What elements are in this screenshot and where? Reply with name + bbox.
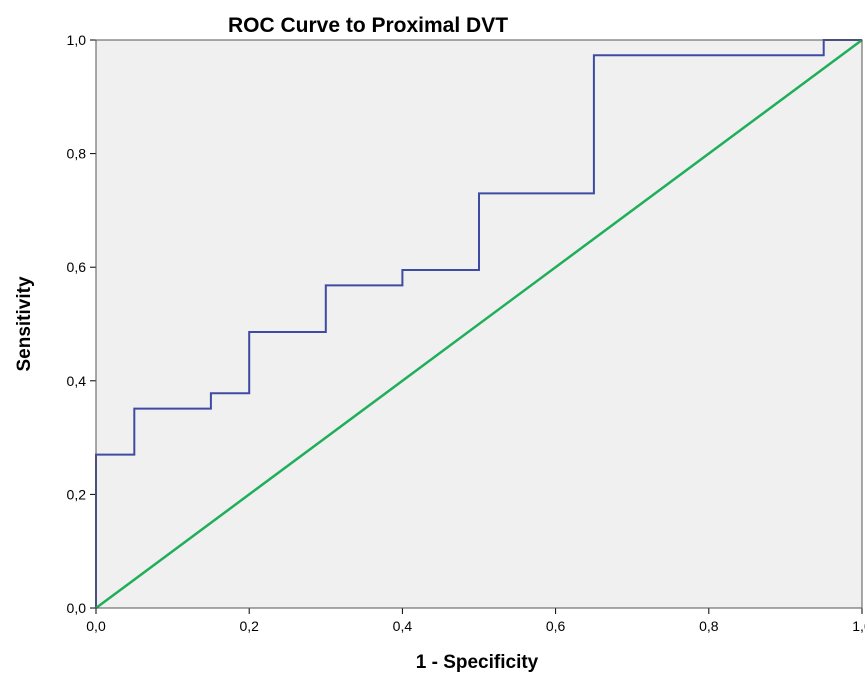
y-tick-label: 1,0 — [67, 32, 87, 48]
x-tick-label: 0,4 — [393, 618, 413, 634]
reference-diagonal-line — [95, 38, 863, 610]
chart-title: ROC Curve to Proximal DVT — [228, 14, 508, 37]
x-tick-label: 0,6 — [546, 618, 566, 634]
y-tick-label: 0,2 — [67, 486, 87, 502]
axis-ticks: 0,0 0,2 0,4 0,6 0,8 1,0 0,0 0,2 0,4 0,6 0,8 1,0 — [67, 32, 865, 634]
y-tick-label: 0,8 — [67, 146, 87, 162]
roc-curve-line — [95, 39, 862, 608]
x-tick-label: 0,0 — [86, 618, 106, 634]
x-axis-label: 1 - Specificity — [416, 652, 539, 673]
y-tick-label: 0,0 — [67, 600, 87, 616]
y-tick-label: 0,6 — [67, 259, 87, 275]
x-tick-label: 0,2 — [239, 618, 259, 634]
y-axis-label: Sensitivity — [14, 276, 35, 371]
y-tick-label: 0,4 — [67, 373, 87, 389]
series-group — [95, 38, 863, 610]
plot-frame — [95, 39, 863, 609]
x-tick-label: 1,0 — [852, 618, 865, 634]
x-tick-label: 0,8 — [699, 618, 719, 634]
